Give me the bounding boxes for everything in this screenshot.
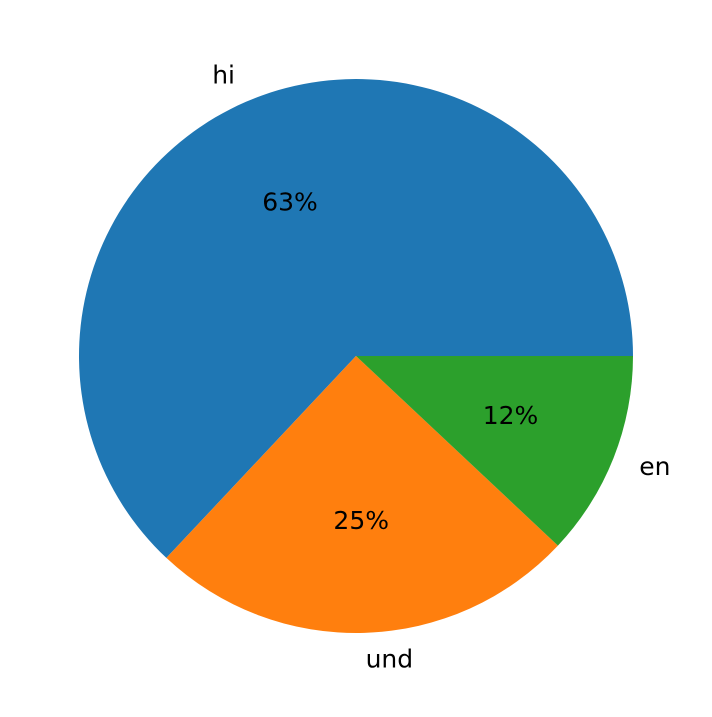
value-label: 12% [483,401,539,430]
slice-label: hi [212,60,235,89]
slice-label: en [639,452,670,481]
value-label: 63% [262,187,318,216]
pie-slice [79,79,633,558]
pie-slice [166,356,558,633]
value-label: 25% [333,506,389,535]
pie-slice [356,356,633,546]
slice-label: und [366,645,414,674]
